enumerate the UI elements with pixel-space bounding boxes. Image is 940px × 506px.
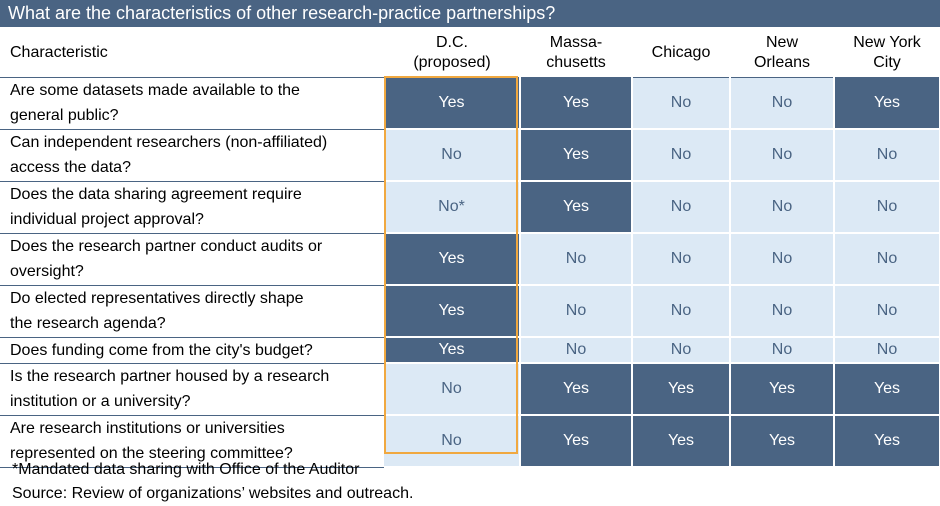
column-header-nola-line1: New [765, 34, 798, 51]
cell-new-york-city: Yes [834, 363, 940, 416]
cell-dc: Yes [384, 77, 521, 130]
row-question: Are some datasets made available to the g… [0, 77, 384, 130]
cell-dc: Yes [384, 285, 521, 338]
cell-massachusetts: Yes [520, 363, 633, 416]
row-question-line1: Is the research partner housed by a rese… [10, 368, 330, 385]
row-question-line1: Does the data sharing agreement require [10, 186, 302, 203]
row-question-line1: Are some datasets made available to the [10, 82, 300, 100]
row-question-line1: Are research institutions or universitie… [10, 420, 285, 437]
row-question: Does the research partner conduct audits… [0, 233, 384, 286]
page-title: What are the characteristics of other re… [0, 0, 940, 27]
cell-dc: No [384, 363, 521, 416]
row-question-line1: Do elected representatives directly shap… [10, 290, 304, 307]
cell-new-york-city: No [834, 337, 940, 364]
cell-new-york-city: Yes [834, 77, 940, 130]
footnote-block: *Mandated data sharing with Office of th… [12, 458, 413, 506]
cell-dc: No [384, 415, 521, 468]
cell-new-york-city: No [834, 181, 940, 234]
column-header-nola-line2: Orleans [753, 54, 811, 71]
row-question-line2: represented on the steering committee? [10, 445, 293, 462]
column-header-dc: D.C. (proposed) [384, 29, 520, 78]
cell-chicago: Yes [632, 363, 731, 416]
table-row: Does the data sharing agreement require i… [0, 181, 940, 234]
row-question-line1: Can independent researchers (non-affilia… [10, 134, 328, 151]
cell-new-orleans: No [730, 181, 835, 234]
column-header-nyc-line2: City [873, 54, 901, 71]
cell-new-orleans: Yes [730, 415, 835, 468]
row-question: Are research institutions or universitie… [0, 415, 384, 468]
table-row: Does funding come from the city's budget… [0, 337, 940, 364]
cell-dc: No [384, 129, 521, 182]
column-header-dc-line1: D.C. [436, 34, 468, 51]
row-question-line2: general public? [10, 107, 119, 125]
cell-new-orleans: No [730, 337, 835, 364]
cell-new-york-city: Yes [834, 415, 940, 468]
cell-chicago: No [632, 233, 731, 286]
cell-chicago: No [632, 337, 731, 364]
row-question: Do elected representatives directly shap… [0, 285, 384, 338]
column-header-dc-line2: (proposed) [413, 54, 491, 71]
row-question: Is the research partner housed by a rese… [0, 363, 384, 416]
row-question: Does the data sharing agreement require i… [0, 181, 384, 234]
cell-massachusetts: No [520, 337, 633, 364]
cell-chicago: No [632, 285, 731, 338]
cell-new-orleans: No [730, 129, 835, 182]
header-row: Characteristic D.C. (proposed) Massa- ch… [0, 29, 940, 78]
row-question: Can independent researchers (non-affilia… [0, 129, 384, 182]
column-header-massachusetts: Massa- chusetts [520, 29, 632, 78]
column-header-new-orleans: New Orleans [730, 29, 834, 78]
cell-chicago: Yes [632, 415, 731, 468]
column-header-chicago: Chicago [632, 29, 730, 78]
row-question-line1: Does funding come from the city's budget… [10, 341, 313, 359]
table-row: Does the research partner conduct audits… [0, 233, 940, 286]
column-header-new-york-city: New York City [834, 29, 940, 78]
row-question-line2: oversight? [10, 263, 84, 280]
table-row: Is the research partner housed by a rese… [0, 363, 940, 416]
cell-massachusetts: No [520, 233, 633, 286]
table-row: Are some datasets made available to the g… [0, 77, 940, 130]
table-row: Do elected representatives directly shap… [0, 285, 940, 338]
column-header-characteristic: Characteristic [0, 29, 384, 78]
cell-new-orleans: Yes [730, 363, 835, 416]
cell-dc: Yes [384, 337, 521, 364]
source-note: Source: Review of organizations’ website… [12, 485, 414, 502]
cell-new-york-city: No [834, 233, 940, 286]
cell-dc: Yes [384, 233, 521, 286]
cell-new-orleans: No [730, 285, 835, 338]
cell-massachusetts: Yes [520, 129, 633, 182]
table-row: Can independent researchers (non-affilia… [0, 129, 940, 182]
comparison-table: Characteristic D.C. (proposed) Massa- ch… [0, 29, 940, 468]
column-header-nyc-line1: New York [853, 34, 921, 51]
cell-new-orleans: No [730, 233, 835, 286]
cell-massachusetts: Yes [520, 181, 633, 234]
cell-massachusetts: Yes [520, 415, 633, 468]
row-question-line2: access the data? [10, 159, 131, 176]
table-row: Are research institutions or universitie… [0, 415, 940, 468]
row-question: Does funding come from the city's budget… [0, 337, 384, 364]
cell-chicago: No [632, 129, 731, 182]
cell-chicago: No [632, 77, 731, 130]
cell-massachusetts: No [520, 285, 633, 338]
cell-new-orleans: No [730, 77, 835, 130]
column-header-ma-line1: Massa- [549, 34, 603, 51]
cell-new-york-city: No [834, 129, 940, 182]
cell-massachusetts: Yes [520, 77, 633, 130]
row-question-line2: institution or a university? [10, 393, 191, 410]
row-question-line1: Does the research partner conduct audits… [10, 238, 323, 255]
row-question-line2: the research agenda? [10, 315, 166, 332]
cell-new-york-city: No [834, 285, 940, 338]
footnote: *Mandated data sharing with Office of th… [12, 461, 360, 478]
cell-chicago: No [632, 181, 731, 234]
row-question-line2: individual project approval? [10, 211, 204, 228]
column-header-ma-line2: chusetts [546, 54, 606, 71]
cell-dc: No* [384, 181, 521, 234]
